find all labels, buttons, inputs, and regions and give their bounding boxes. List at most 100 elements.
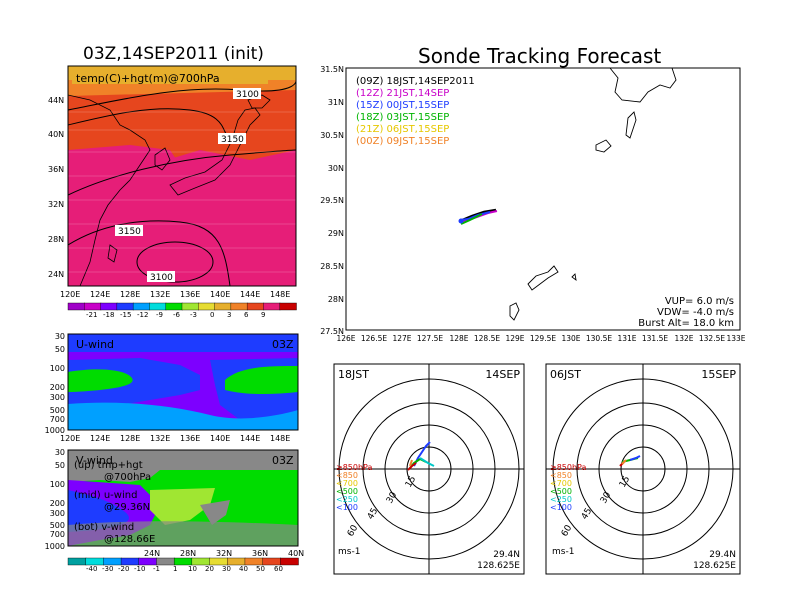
hodo-right-levels: ≥850hPa <850 <700 <500 <250 <100 (550, 463, 587, 512)
top-lon-ticks: 120E 124E 128E 132E 136E 140E 144E 148E (60, 290, 290, 299)
note-line: (up) tmp+hgt (74, 460, 143, 471)
legend-entry: (00Z) 09JST,15SEP (356, 136, 449, 147)
u-wind-label: U-wind (76, 338, 114, 351)
contour-label: 3100 (150, 273, 173, 283)
hodo-right-lat: 29.4N (709, 550, 736, 560)
colorbar-swatch (230, 302, 248, 311)
lon-tick: 128E (120, 434, 140, 443)
lon-tick: 148E (270, 290, 290, 299)
lon-tick: 126E (336, 334, 355, 343)
lon-tick: 130E (561, 334, 580, 343)
lon-tick: 131.5E (642, 334, 668, 343)
lat-tick: 30N (328, 164, 344, 173)
p-tick: 700 (50, 415, 65, 424)
colorbar-swatch (165, 302, 183, 311)
lon-tick: 130.5E (586, 334, 612, 343)
colorbar-label: 9 (261, 311, 265, 319)
lat-tick: 24N (144, 549, 160, 558)
lon-tick: 132.5E (699, 334, 725, 343)
colorbar-swatch (120, 557, 140, 566)
v-wind-time: 03Z (272, 454, 294, 467)
lon-tick: 129.5E (530, 334, 556, 343)
hodo-right-time: 06JST (550, 368, 581, 381)
level-entry: <850 (336, 471, 358, 480)
lon-tick: 127E (392, 334, 411, 343)
hodo-left-levels: ≥850hPa <850 <700 <500 <250 <100 (336, 463, 373, 512)
p-tick: 1000 (45, 426, 65, 435)
u-lon-ticks: 120E 124E 128E 132E 136E 140E 144E 148E (60, 434, 290, 443)
hodo-trace-upper (629, 455, 641, 461)
lon-tick: 133E (726, 334, 745, 343)
colorbar-swatch (100, 302, 118, 311)
colorbar-label: -9 (156, 311, 163, 319)
level-entry: ≥850hPa (336, 463, 373, 472)
lat-tick: 27.5N (320, 327, 344, 336)
island-outline (625, 111, 637, 139)
track-lon-ticks: 126E 126.5E 127E 127.5E 128E 128.5E 129E… (336, 334, 745, 343)
lat-tick: 28N (328, 295, 344, 304)
v-wind-label: V-wind (76, 454, 113, 467)
lat-tick: 30.5N (320, 131, 344, 140)
level-entry: <250 (550, 495, 572, 504)
wind-colorbar (67, 557, 299, 566)
colorbar-swatch (67, 557, 87, 566)
level-entry: <700 (336, 479, 358, 488)
lon-tick: 127.5E (417, 334, 443, 343)
contour-label: 3150 (221, 135, 244, 145)
level-entry: <850 (550, 471, 572, 480)
track-15z (459, 211, 491, 221)
colorbar-swatch (191, 557, 211, 566)
colorbar-label: -20 (118, 565, 129, 573)
p-tick: 500 (50, 406, 65, 415)
note-up: (up) tmp+hgt @700hPa (74, 460, 151, 484)
lat-tick: 28.5N (320, 262, 344, 271)
colorbar-label: 20 (205, 565, 214, 573)
p-tick: 1000 (45, 542, 65, 551)
colorbar-label: -18 (103, 311, 114, 319)
colorbar-label: 3 (227, 311, 231, 319)
p-tick: 100 (50, 480, 65, 489)
colorbar-label: 60 (274, 565, 283, 573)
colorbar-swatch (138, 557, 158, 566)
lat-tick: 31N (328, 98, 344, 107)
colorbar-swatch (244, 557, 264, 566)
hodo-left-lon: 128.625E (477, 561, 520, 571)
lon-tick: 144E (240, 290, 260, 299)
u-wind-time: 03Z (272, 338, 294, 351)
lat-tick: 32N (216, 549, 232, 558)
lon-tick: 124E (90, 434, 110, 443)
wind-colorbar-labels: -40 -30 -20 -10 -1 1 10 20 30 40 50 60 (86, 565, 283, 573)
lon-tick: 126.5E (361, 334, 387, 343)
lon-tick: 128.5E (474, 334, 500, 343)
lat-tick: 29N (328, 229, 344, 238)
level-entry: ≥850hPa (550, 463, 587, 472)
note-line: @700hPa (104, 472, 152, 483)
p-tick: 500 (50, 521, 65, 530)
colorbar-swatch (149, 302, 167, 311)
lat-tick: 24N (48, 270, 64, 279)
param-vdw: VDW= -4.0 m/s (657, 307, 734, 318)
hodograph-left (333, 363, 525, 575)
lon-tick: 140E (210, 290, 230, 299)
note-line: (bot) v-wind (74, 522, 135, 533)
colorbar-label: -1 (153, 565, 160, 573)
colorbar-label: 10 (188, 565, 197, 573)
launch-params: VUP= 6.0 m/s VDW= -4.0 m/s Burst Alt= 18… (638, 296, 734, 329)
level-entry: <700 (550, 479, 572, 488)
level-entry: <500 (336, 487, 358, 496)
note-line: @29.36N (104, 502, 151, 513)
level-entry: <100 (336, 503, 358, 512)
island-outline (571, 273, 577, 282)
colorbar-label: -12 (137, 311, 148, 319)
colorbar-label: -40 (86, 565, 97, 573)
lat-tick: 28N (180, 549, 196, 558)
top-lat-ticks: 44N 40N 36N 32N 28N 24N (48, 96, 64, 279)
colorbar-swatch (214, 302, 232, 311)
temperature-colorbar (67, 302, 297, 311)
lon-tick: 132E (150, 434, 170, 443)
v-p-ticks: 30 50 100 200 300 500 700 1000 (45, 448, 65, 551)
colorbar-label: -21 (86, 311, 97, 319)
lat-tick: 44N (48, 96, 64, 105)
colorbar-swatch (156, 557, 175, 566)
lon-tick: 120E (60, 290, 80, 299)
